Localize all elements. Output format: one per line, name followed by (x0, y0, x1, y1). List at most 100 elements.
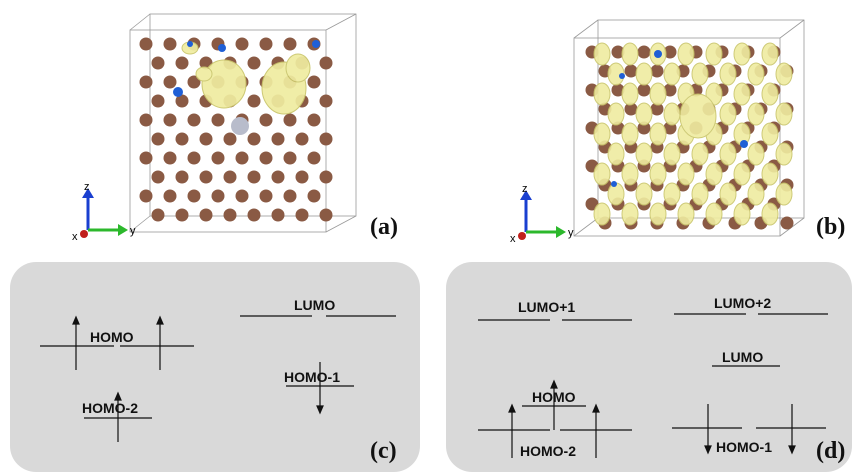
isosurface-lobe (761, 42, 779, 66)
atom (223, 132, 237, 146)
axis-x-label: x (72, 231, 78, 243)
isosurface-lobe (733, 202, 751, 226)
isosurface-lobe (607, 142, 625, 166)
atom (199, 170, 213, 184)
isosurface-lobe (607, 102, 625, 126)
atom (223, 208, 237, 222)
atom (259, 189, 273, 203)
isosurface-lobe (621, 122, 639, 146)
energy-level-diagram-c: HOMO LUMO HOMO-1 HOMO-2 (40, 297, 396, 442)
atom (163, 151, 177, 165)
isosurface-lobe (691, 142, 709, 166)
isosurface-lobe (607, 182, 625, 206)
lumo-label: LUMO (722, 349, 763, 365)
energy-level-diagram-d: LUMO+1 LUMO+2 LUMO HOMO HOMO-2 HOMO-1 (478, 295, 828, 459)
isosurface-lobe (649, 162, 667, 186)
atom (139, 151, 153, 165)
crystal-structure-b (573, 19, 805, 237)
atom (663, 83, 677, 97)
isosurface-lobe (621, 82, 639, 106)
isosurface-lobe (593, 122, 611, 146)
homo-1-label: HOMO-1 (716, 439, 772, 455)
atom (663, 45, 677, 59)
atom (175, 170, 189, 184)
isosurface-lobe (663, 182, 681, 206)
isosurface-lobe (621, 162, 639, 186)
isosurface-lobe (761, 82, 779, 106)
atom (319, 94, 333, 108)
atom (271, 132, 285, 146)
isosurface-lobe (733, 42, 751, 66)
isosurface-lobe (705, 162, 723, 186)
isosurface-lobe (775, 182, 793, 206)
isosurface-lobe (761, 122, 779, 146)
isosurface-lobe (677, 42, 695, 66)
panel-label-d: (d) (816, 438, 846, 464)
panel-c (10, 262, 420, 472)
isosurface-lobe (719, 182, 737, 206)
atom (163, 75, 177, 89)
atom (247, 56, 261, 70)
atom (307, 113, 321, 127)
panel-d (446, 262, 852, 472)
isosurface-lobe (719, 102, 737, 126)
atom (139, 189, 153, 203)
atom (139, 37, 153, 51)
isosurface-lobe (649, 82, 667, 106)
isosurface-lobe (747, 62, 765, 86)
atom (223, 170, 237, 184)
atom (163, 37, 177, 51)
atom (187, 151, 201, 165)
atom (187, 75, 201, 89)
atom (259, 113, 273, 127)
isosurface-lobe (705, 42, 723, 66)
isosurface-lobe (593, 202, 611, 226)
isosurface-lobe (719, 142, 737, 166)
isosurface-lobe (679, 93, 717, 139)
atom (319, 132, 333, 146)
isosurface-lobe (663, 102, 681, 126)
axis-glyph-a: z y x (72, 182, 136, 243)
isosurface-lobe (663, 142, 681, 166)
atom (187, 113, 201, 127)
atom (271, 208, 285, 222)
isosurface-lobe (761, 202, 779, 226)
isosurface-lobe (677, 162, 695, 186)
atom (259, 37, 273, 51)
atom (211, 189, 225, 203)
axis-x-label: x (510, 233, 516, 245)
homo-2-label: HOMO-2 (520, 443, 576, 459)
atom (319, 170, 333, 184)
isosurface-lobe (691, 62, 709, 86)
atom (163, 189, 177, 203)
axis-y-label: y (568, 227, 574, 239)
lumo-label: LUMO (294, 297, 335, 313)
homo-label: HOMO (90, 329, 134, 345)
atom (295, 170, 309, 184)
atom (295, 208, 309, 222)
atom (175, 208, 189, 222)
defect-atom (231, 117, 249, 135)
isosurface-lobe (747, 142, 765, 166)
isosurface-lobe (691, 182, 709, 206)
atom (637, 121, 651, 135)
atom (187, 189, 201, 203)
atom (319, 208, 333, 222)
atom (151, 132, 165, 146)
atom (247, 132, 261, 146)
isosurface-lobe (593, 82, 611, 106)
atom (235, 151, 249, 165)
isosurface-lobe (621, 42, 639, 66)
atom (624, 102, 638, 116)
atom (235, 189, 249, 203)
axis-y-label: y (130, 225, 136, 237)
atom (175, 94, 189, 108)
atom (247, 208, 261, 222)
isosurface-lobe (635, 142, 653, 166)
atom (307, 151, 321, 165)
lumo-plus-1-label: LUMO+1 (518, 299, 575, 315)
homo-2-label: HOMO-2 (82, 400, 138, 416)
isosurface-lobe (747, 102, 765, 126)
isosurface-lobe (747, 182, 765, 206)
atom (624, 64, 638, 78)
